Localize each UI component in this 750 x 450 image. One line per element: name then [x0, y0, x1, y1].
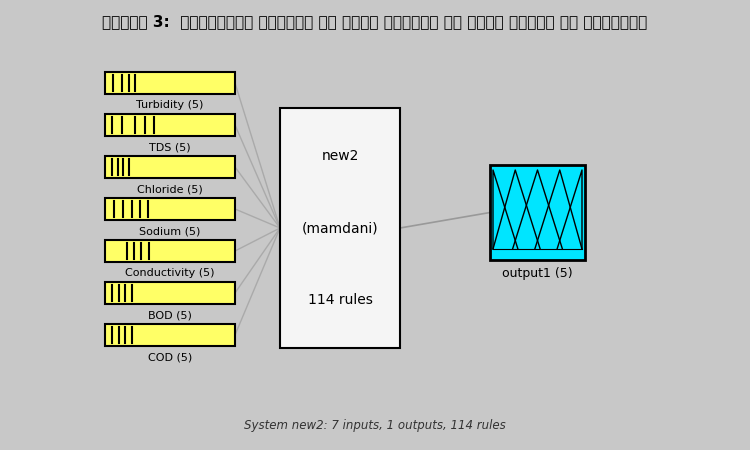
Text: output1 (5): output1 (5): [503, 266, 573, 279]
Text: Chloride (5): Chloride (5): [137, 184, 202, 194]
Bar: [105, 114, 235, 136]
Text: BOD (5): BOD (5): [148, 310, 192, 320]
Text: System new2: 7 inputs, 1 outputs, 114 rules: System new2: 7 inputs, 1 outputs, 114 ru…: [244, 418, 506, 432]
Bar: [105, 240, 235, 262]
Bar: [105, 282, 235, 304]
Text: 114 rules: 114 rules: [308, 293, 373, 307]
Text: Turbidity (5): Turbidity (5): [136, 100, 204, 110]
Bar: [105, 324, 235, 346]
Bar: [105, 198, 235, 220]
Text: (mamdani): (mamdani): [302, 221, 378, 235]
Text: चित्र 3:  फजीफाईड़ वेल्यू से फज़ी नियमों के लिये तैयार एक डाटाबेस: चित्र 3: फजीफाईड़ वेल्यू से फज़ी नियमों …: [102, 14, 647, 30]
Text: TDS (5): TDS (5): [149, 142, 190, 152]
Text: COD (5): COD (5): [148, 352, 192, 362]
Bar: [280, 108, 400, 348]
Text: new2: new2: [321, 149, 358, 163]
Bar: [490, 165, 585, 260]
Bar: [105, 72, 235, 94]
Text: Sodium (5): Sodium (5): [140, 226, 201, 236]
Bar: [105, 156, 235, 178]
Text: Conductivity (5): Conductivity (5): [125, 268, 214, 278]
